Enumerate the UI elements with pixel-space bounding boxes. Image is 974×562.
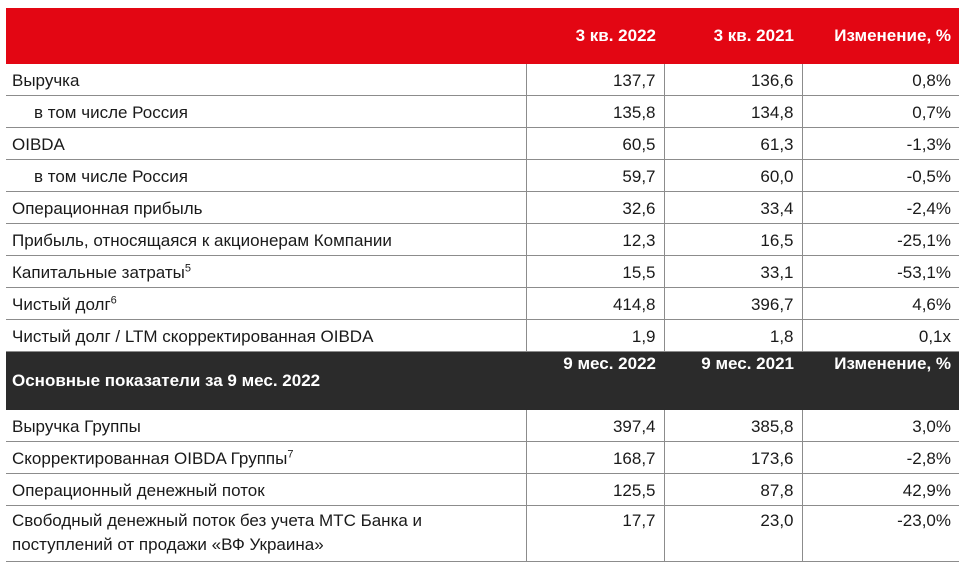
row-value-2022: 135,8 <box>525 95 664 128</box>
table-row: Скорректированная OIBDA Группы7 168,7 17… <box>6 441 959 474</box>
row-value-2021: 136,6 <box>663 64 802 96</box>
row-value-2022: 168,7 <box>525 441 664 474</box>
row-change: -2,8% <box>801 441 959 474</box>
table-row: Операционная прибыль 32,6 33,4 -2,4% <box>6 191 959 224</box>
nine-month-header-row: Основные показатели за 9 мес. 2022 9 мес… <box>6 351 959 410</box>
row-value-2021: 16,5 <box>663 223 802 256</box>
row-change: 42,9% <box>801 473 959 506</box>
row-label: Чистый долг / LTM скорректированная OIBD… <box>6 319 526 352</box>
row-change: 0,1x <box>801 319 959 352</box>
row-value-2021: 385,8 <box>663 410 802 442</box>
footnote-marker: 6 <box>110 294 117 307</box>
nine-month-header-col3: Изменение, % <box>802 351 959 410</box>
row-label: Выручка <box>6 64 526 96</box>
financial-results-table: 3 кв. 2022 3 кв. 2021 Изменение, % Выруч… <box>6 8 959 562</box>
row-change: -53,1% <box>801 255 959 288</box>
row-change: -23,0% <box>801 505 959 562</box>
table-row: Выручка Группы 397,4 385,8 3,0% <box>6 410 959 442</box>
row-label: в том числе Россия <box>6 95 526 128</box>
row-label: Выручка Группы <box>6 410 526 442</box>
row-label-cell: Капитальные затраты5 <box>6 255 526 288</box>
row-value-2021: 33,1 <box>663 255 802 288</box>
row-label: Операционная прибыль <box>6 191 526 224</box>
row-change: -25,1% <box>801 223 959 256</box>
table-row: Капитальные затраты5 15,5 33,1 -53,1% <box>6 255 959 288</box>
q3-header-row: 3 кв. 2022 3 кв. 2021 Изменение, % <box>6 8 959 64</box>
q3-header-col2: 3 кв. 2021 <box>664 8 802 64</box>
row-change: 3,0% <box>801 410 959 442</box>
row-change: 0,7% <box>801 95 959 128</box>
financial-results-table-container: 3 кв. 2022 3 кв. 2021 Изменение, % Выруч… <box>6 8 959 562</box>
table-row: Выручка 137,7 136,6 0,8% <box>6 64 959 96</box>
table-row: Операционный денежный поток 125,5 87,8 4… <box>6 473 959 506</box>
table-row: в том числе Россия 59,7 60,0 -0,5% <box>6 159 959 192</box>
table-row: Чистый долг6 414,8 396,7 4,6% <box>6 287 959 320</box>
row-label: Капитальные затраты <box>12 263 185 282</box>
row-value-2022: 59,7 <box>525 159 664 192</box>
row-label: Чистый долг <box>12 295 111 314</box>
table-row: OIBDA 60,5 61,3 -1,3% <box>6 127 959 160</box>
row-label-cell: Скорректированная OIBDA Группы7 <box>6 441 526 474</box>
row-label-cell: Чистый долг6 <box>6 287 526 320</box>
row-value-2022: 17,7 <box>525 505 664 562</box>
nine-month-section-title: Основные показатели за 9 мес. 2022 <box>6 351 526 410</box>
row-value-2022: 414,8 <box>525 287 664 320</box>
footnote-marker: 5 <box>184 262 191 275</box>
row-value-2022: 60,5 <box>525 127 664 160</box>
footnote-marker: 7 <box>287 448 294 461</box>
row-change: -0,5% <box>801 159 959 192</box>
q3-header-col3: Изменение, % <box>802 8 959 64</box>
row-value-2022: 125,5 <box>525 473 664 506</box>
row-value-2022: 15,5 <box>525 255 664 288</box>
row-change: 4,6% <box>801 287 959 320</box>
table-row: Прибыль, относящаяся к акционерам Компан… <box>6 223 959 256</box>
row-value-2021: 87,8 <box>663 473 802 506</box>
row-value-2021: 396,7 <box>663 287 802 320</box>
q3-header-col1: 3 кв. 2022 <box>526 8 664 64</box>
row-change: -1,3% <box>801 127 959 160</box>
nine-month-header-col2: 9 мес. 2021 <box>664 351 802 410</box>
table-row: Чистый долг / LTM скорректированная OIBD… <box>6 319 959 352</box>
row-value-2021: 134,8 <box>663 95 802 128</box>
row-label: Прибыль, относящаяся к акционерам Компан… <box>6 223 526 256</box>
row-value-2021: 23,0 <box>663 505 802 562</box>
row-value-2021: 60,0 <box>663 159 802 192</box>
row-label-line1: Свободный денежный поток без учета МТС Б… <box>12 511 423 530</box>
table-row: в том числе Россия 135,8 134,8 0,7% <box>6 95 959 128</box>
row-value-2021: 61,3 <box>663 127 802 160</box>
row-label: OIBDA <box>6 127 526 160</box>
row-value-2022: 12,3 <box>525 223 664 256</box>
row-value-2021: 1,8 <box>663 319 802 352</box>
row-value-2022: 32,6 <box>525 191 664 224</box>
row-label-line2: поступлений от продажи «ВФ Украина» <box>12 535 324 554</box>
row-value-2022: 1,9 <box>525 319 664 352</box>
nine-month-header-col1: 9 мес. 2022 <box>526 351 664 410</box>
table-row: Свободный денежный поток без учета МТС Б… <box>6 505 959 562</box>
row-value-2021: 173,6 <box>663 441 802 474</box>
row-value-2022: 397,4 <box>525 410 664 442</box>
row-label: в том числе Россия <box>6 159 526 192</box>
row-change: 0,8% <box>801 64 959 96</box>
row-change: -2,4% <box>801 191 959 224</box>
row-value-2021: 33,4 <box>663 191 802 224</box>
row-value-2022: 137,7 <box>525 64 664 96</box>
row-label: Операционный денежный поток <box>6 473 526 506</box>
row-label-cell: Свободный денежный поток без учета МТС Б… <box>6 505 526 562</box>
row-label: Скорректированная OIBDA Группы <box>12 449 288 468</box>
q3-header-blank <box>6 8 526 64</box>
